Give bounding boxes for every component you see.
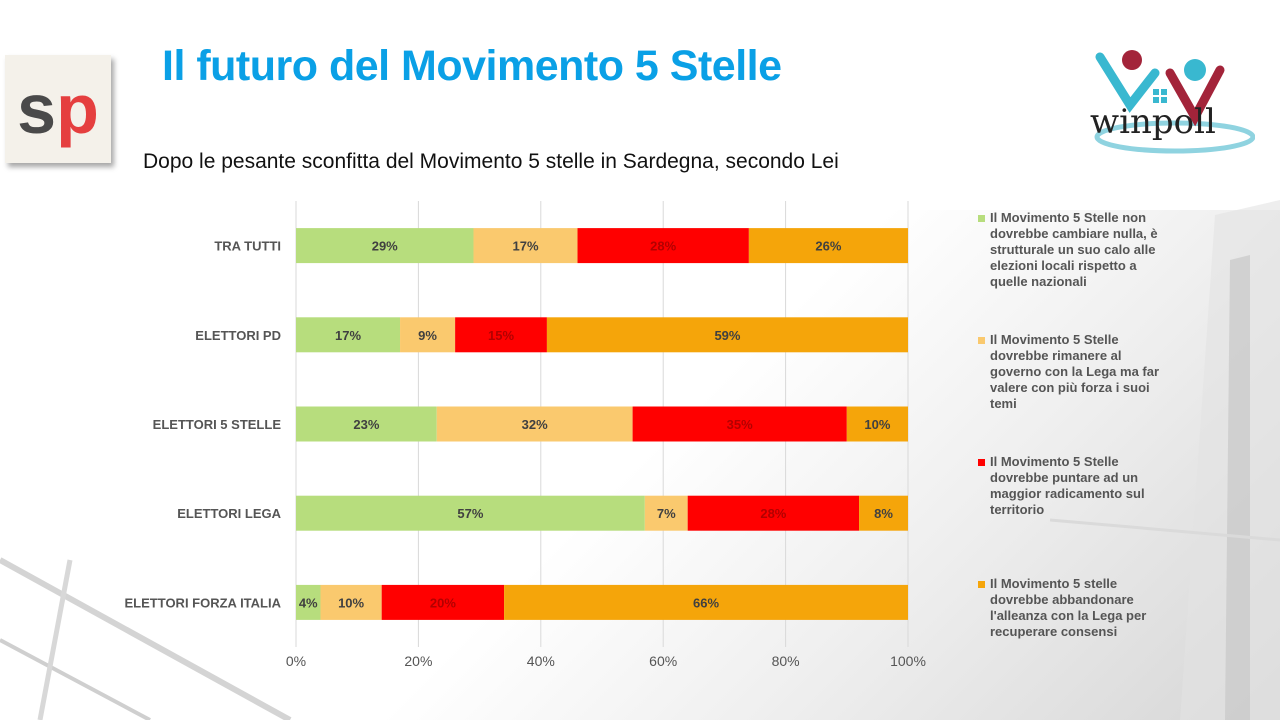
bar-data-label: 17%	[335, 328, 361, 343]
bar-segment	[436, 406, 633, 442]
bar-segment	[546, 317, 908, 353]
legend-label: Il Movimento 5 Stelle dovrebbe puntare a…	[990, 454, 1145, 517]
bar-data-label: 59%	[714, 328, 740, 343]
sp-logo-letter-s: s	[17, 70, 57, 148]
bar-segment	[748, 228, 908, 264]
bar-data-label: 28%	[760, 506, 786, 521]
bar-segment	[859, 495, 908, 531]
legend-item: Il Movimento 5 Stelle dovrebbe rimanere …	[978, 332, 1168, 412]
bar-segment	[846, 406, 908, 442]
y-tick-label: ELETTORI 5 STELLE	[153, 417, 282, 432]
bar-segment	[381, 584, 505, 620]
bar-data-label: 57%	[457, 506, 483, 521]
bar-data-label: 28%	[650, 239, 676, 254]
y-tick-label: ELETTORI PD	[195, 328, 281, 343]
bar-segment	[632, 406, 847, 442]
bar-data-label: 20%	[430, 595, 456, 610]
bar-data-label: 66%	[693, 595, 719, 610]
bar-segment	[296, 228, 474, 264]
legend-label: Il Movimento 5 Stelle non dovrebbe cambi…	[990, 210, 1158, 289]
bar-data-label: 23%	[353, 417, 379, 432]
bar-segment	[687, 495, 860, 531]
x-tick-label: 80%	[772, 653, 800, 669]
legend-swatch	[978, 215, 985, 222]
bar-segment	[455, 317, 547, 353]
bar-segment	[320, 584, 382, 620]
legend-item: Il Movimento 5 Stelle non dovrebbe cambi…	[978, 210, 1168, 290]
winpoll-logo-text: winpoll	[1090, 102, 1216, 142]
bar-data-label: 35%	[727, 417, 753, 432]
bar-segment	[577, 228, 749, 264]
bar-segment	[400, 317, 456, 353]
bar-data-label: 7%	[657, 506, 676, 521]
bar-data-label: 10%	[338, 595, 364, 610]
x-tick-label: 100%	[890, 653, 926, 669]
bar-data-label: 9%	[418, 328, 437, 343]
bar-data-label: 4%	[299, 595, 318, 610]
bar-segment	[504, 584, 908, 620]
legend-swatch	[978, 459, 985, 466]
y-tick-label: ELETTORI LEGA	[177, 506, 281, 521]
bar-data-label: 32%	[522, 417, 548, 432]
legend-label: Il Movimento 5 stelle dovrebbe abbandona…	[990, 576, 1147, 639]
bar-segment	[644, 495, 688, 531]
header-background	[0, 0, 1280, 210]
page-title: Il futuro del Movimento 5 Stelle	[162, 42, 782, 90]
bar-data-label: 10%	[864, 417, 890, 432]
sp-logo-letter-p: p	[56, 70, 99, 148]
x-tick-label: 20%	[404, 653, 432, 669]
bar-data-label: 8%	[874, 506, 893, 521]
bar-data-label: 26%	[815, 239, 841, 254]
x-tick-label: 60%	[649, 653, 677, 669]
bar-data-label: 29%	[372, 239, 398, 254]
bar-data-label: 15%	[488, 328, 514, 343]
bar-segment	[296, 584, 321, 620]
x-tick-label: 40%	[527, 653, 555, 669]
y-tick-label: TRA TUTTI	[214, 239, 281, 254]
legend-label: Il Movimento 5 Stelle dovrebbe rimanere …	[990, 332, 1160, 411]
bar-data-label: 17%	[512, 239, 538, 254]
bar-segment	[296, 406, 437, 442]
chart-subtitle: Dopo le pesante sconfitta del Movimento …	[143, 150, 839, 173]
bar-segment	[296, 495, 645, 531]
legend-swatch	[978, 581, 985, 588]
legend-swatch	[978, 337, 985, 344]
bar-segment	[296, 317, 401, 353]
bar-segment	[473, 228, 578, 264]
x-tick-label: 0%	[286, 653, 306, 669]
legend-item: Il Movimento 5 Stelle dovrebbe puntare a…	[978, 454, 1168, 518]
legend-item: Il Movimento 5 stelle dovrebbe abbandona…	[978, 576, 1168, 640]
y-tick-label: ELETTORI FORZA ITALIA	[125, 595, 282, 610]
winpoll-logo-icon: winpoll	[1090, 50, 1255, 154]
